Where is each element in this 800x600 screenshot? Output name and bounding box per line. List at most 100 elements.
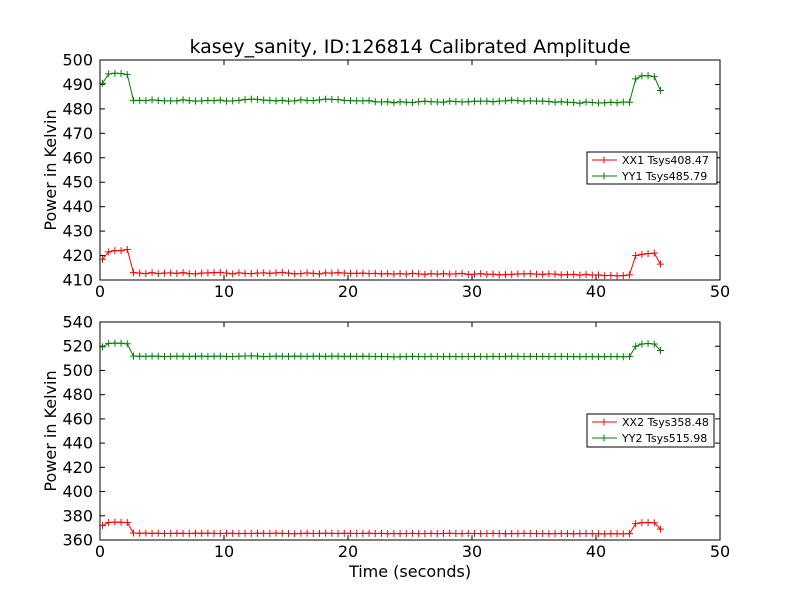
data-point bbox=[111, 518, 119, 526]
legend-box bbox=[586, 413, 715, 448]
data-point bbox=[427, 352, 435, 360]
data-point bbox=[272, 97, 280, 105]
data-point bbox=[415, 270, 423, 278]
data-point bbox=[167, 529, 175, 537]
data-point bbox=[588, 530, 596, 538]
data-point bbox=[291, 97, 299, 105]
data-point bbox=[483, 353, 491, 361]
plot-2: 0 10 20 30 40 50 360 380 400 420 440 460 480 500 520 54… bbox=[41, 313, 730, 582]
data-point bbox=[117, 247, 125, 255]
y-tick-label: 440 bbox=[62, 434, 93, 453]
x-tick-label: 0 bbox=[95, 282, 105, 301]
data-point bbox=[427, 98, 435, 106]
data-point bbox=[371, 529, 379, 537]
data-point bbox=[557, 271, 565, 279]
data-point bbox=[222, 529, 230, 537]
data-point bbox=[390, 353, 398, 361]
data-point bbox=[458, 353, 466, 361]
data-point bbox=[365, 529, 373, 537]
data-point bbox=[377, 270, 385, 278]
y-tick-label: 420 bbox=[62, 458, 93, 477]
data-point bbox=[328, 269, 336, 277]
data-point bbox=[594, 530, 602, 538]
data-point bbox=[198, 269, 206, 277]
data-point bbox=[191, 352, 199, 360]
data-point bbox=[384, 98, 392, 106]
y-tick-label: 360 bbox=[62, 531, 93, 550]
data-point bbox=[446, 97, 454, 105]
data-point bbox=[644, 72, 652, 80]
data-point bbox=[464, 270, 472, 278]
data-point bbox=[632, 520, 640, 528]
data-point bbox=[489, 270, 497, 278]
data-point bbox=[650, 249, 658, 257]
data-point bbox=[514, 270, 522, 278]
data-point bbox=[123, 518, 131, 526]
data-point bbox=[632, 342, 640, 350]
data-point bbox=[452, 270, 460, 278]
data-point bbox=[129, 352, 137, 360]
data-point bbox=[625, 353, 633, 361]
data-point bbox=[384, 270, 392, 278]
data-point bbox=[576, 530, 584, 538]
data-point bbox=[514, 530, 522, 538]
x-tick-label: 30 bbox=[462, 542, 482, 561]
data-point bbox=[557, 529, 565, 537]
data-point bbox=[260, 529, 268, 537]
data-point bbox=[328, 529, 336, 537]
data-point bbox=[247, 270, 255, 278]
data-point bbox=[353, 97, 361, 105]
data-point bbox=[148, 352, 156, 360]
data-point bbox=[607, 353, 615, 361]
data-point bbox=[136, 96, 144, 104]
data-point bbox=[470, 352, 478, 360]
data-point bbox=[117, 69, 125, 77]
data-point bbox=[253, 269, 261, 277]
data-point bbox=[191, 529, 199, 537]
data-point bbox=[346, 529, 354, 537]
legend: XX1 Tsys408.47 YY1 Tsys485.79 bbox=[586, 151, 718, 185]
data-point bbox=[613, 272, 621, 280]
data-point bbox=[446, 270, 454, 278]
data-point bbox=[315, 352, 323, 360]
data-point bbox=[532, 97, 540, 105]
data-point bbox=[576, 99, 584, 107]
data-point bbox=[371, 269, 379, 277]
data-point bbox=[563, 530, 571, 538]
data-point bbox=[545, 270, 553, 278]
x-tick-label: 10 bbox=[214, 282, 234, 301]
data-point bbox=[415, 98, 423, 106]
data-point bbox=[625, 98, 633, 106]
data-point bbox=[266, 529, 274, 537]
data-point bbox=[278, 352, 286, 360]
data-point bbox=[334, 96, 342, 104]
data-point bbox=[98, 521, 106, 529]
data-point bbox=[483, 270, 491, 278]
data-point bbox=[539, 529, 547, 537]
legend: XX2 Tsys358.48 YY2 Tsys515.98 bbox=[586, 413, 715, 448]
data-point bbox=[204, 269, 212, 277]
data-point bbox=[526, 97, 534, 105]
data-point bbox=[545, 98, 553, 106]
data-point bbox=[365, 352, 373, 360]
data-point bbox=[619, 272, 627, 280]
data-point bbox=[160, 353, 168, 361]
data-point bbox=[526, 529, 534, 537]
data-point bbox=[346, 97, 354, 105]
data-point bbox=[247, 95, 255, 103]
data-point bbox=[408, 269, 416, 277]
data-point bbox=[402, 353, 410, 361]
data-point bbox=[495, 271, 503, 279]
data-point bbox=[576, 353, 584, 361]
data-point bbox=[334, 529, 342, 537]
data-point bbox=[501, 97, 509, 105]
data-point bbox=[154, 352, 162, 360]
legend-label: YY2 Tsys515.98 bbox=[621, 432, 707, 445]
data-point bbox=[142, 352, 150, 360]
data-point bbox=[613, 99, 621, 107]
data-point bbox=[470, 97, 478, 105]
data-point bbox=[105, 339, 113, 347]
data-point bbox=[204, 352, 212, 360]
x-tick-label: 40 bbox=[586, 542, 606, 561]
data-point bbox=[638, 519, 646, 527]
